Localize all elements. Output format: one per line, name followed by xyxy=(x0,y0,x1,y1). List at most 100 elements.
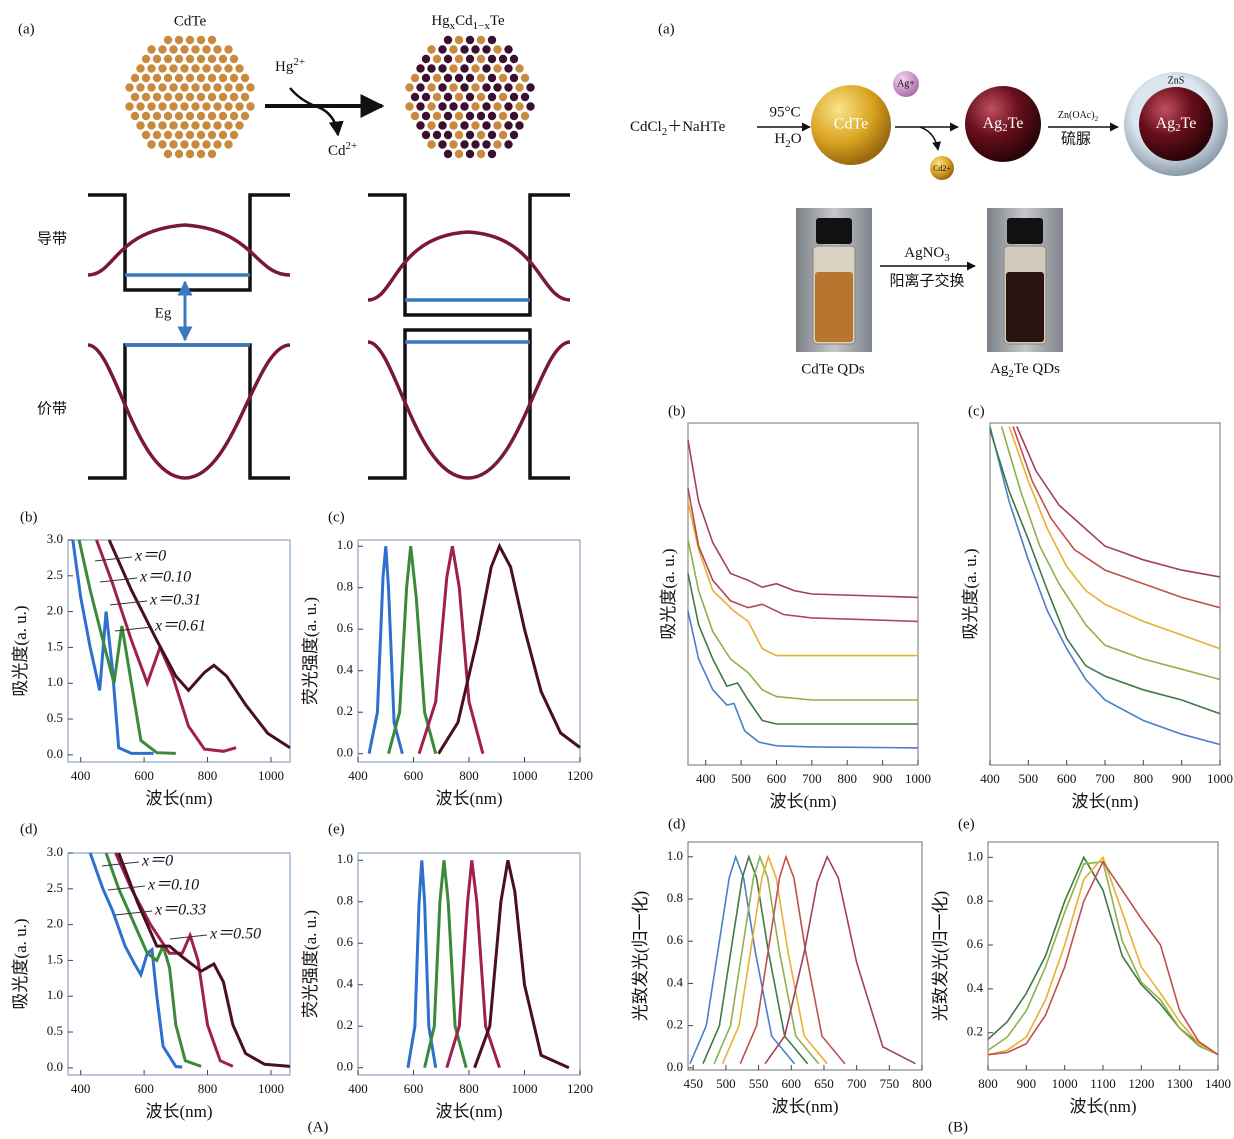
atom xyxy=(432,54,442,64)
x-tick-label: 1200 xyxy=(567,1081,593,1096)
plot-frame xyxy=(687,841,923,1071)
atom xyxy=(471,121,480,130)
atom xyxy=(476,149,486,159)
x-tick-label: 900 xyxy=(873,771,893,786)
atom xyxy=(202,140,211,149)
group-label: (A) xyxy=(308,1119,329,1135)
atom xyxy=(130,73,140,83)
atom xyxy=(125,102,134,111)
y-tick-label: 1.0 xyxy=(967,848,983,863)
ag2te-sphere xyxy=(965,86,1041,162)
atom xyxy=(465,130,475,140)
atom xyxy=(427,45,436,54)
atom xyxy=(454,73,464,83)
lattices xyxy=(125,35,535,159)
valence-band: 价带 xyxy=(37,400,67,417)
atom xyxy=(482,102,491,111)
atom xyxy=(509,54,519,64)
atom xyxy=(487,54,497,64)
atom xyxy=(141,130,151,140)
atom xyxy=(405,83,414,92)
x-tick-label: 1100 xyxy=(1090,1076,1116,1091)
atom xyxy=(460,102,469,111)
atom xyxy=(416,102,425,111)
series-line xyxy=(423,860,468,1069)
atom xyxy=(520,111,530,121)
atom xyxy=(235,64,244,73)
atom xyxy=(460,140,469,149)
atom xyxy=(191,140,200,149)
atom xyxy=(410,111,420,121)
atom xyxy=(449,121,458,130)
vial-photos xyxy=(796,208,1063,352)
atom xyxy=(476,73,486,83)
atom xyxy=(169,45,178,54)
x-tick-label: 600 xyxy=(782,1076,802,1091)
atom xyxy=(229,111,239,121)
atom xyxy=(158,121,167,130)
atom xyxy=(185,73,195,83)
atom xyxy=(482,83,491,92)
atom xyxy=(240,111,250,121)
atom xyxy=(196,73,206,83)
atom xyxy=(482,64,491,73)
series-line xyxy=(1016,426,1221,578)
series-line xyxy=(987,855,1219,1056)
y-tick-label: 1.5 xyxy=(47,951,63,966)
exchange-label: 阳离子交换 xyxy=(889,271,964,289)
atom xyxy=(405,102,414,111)
panel-label: (b) xyxy=(668,403,686,419)
panel-label: (a) xyxy=(18,21,35,37)
atom xyxy=(147,140,156,149)
atom xyxy=(229,73,239,83)
shell-label: ZnS xyxy=(1168,75,1185,86)
series-line xyxy=(687,573,918,725)
atom xyxy=(147,45,156,54)
atom xyxy=(196,92,206,102)
atom xyxy=(526,102,535,111)
atom xyxy=(202,102,211,111)
x-tick-label: 800 xyxy=(837,771,857,786)
atom xyxy=(465,149,475,159)
x-tick-label: 450 xyxy=(683,1076,703,1091)
x-tick-label: 900 xyxy=(1017,1076,1037,1091)
product: HgxCd1−xTe xyxy=(431,13,505,31)
atom xyxy=(438,102,447,111)
annotation: x＝0.10 xyxy=(139,569,191,586)
atom xyxy=(432,130,442,140)
atom xyxy=(482,45,491,54)
photo-caption: CdTe QDs xyxy=(801,361,865,377)
x-tick-label: 1400 xyxy=(1205,1076,1231,1091)
annotation: x＝0.50 xyxy=(209,926,261,943)
panel-label: (c) xyxy=(968,403,985,419)
atom xyxy=(421,92,431,102)
atom xyxy=(427,102,436,111)
panel-label: (e) xyxy=(328,821,345,837)
atom xyxy=(438,83,447,92)
atom xyxy=(180,121,189,130)
x-tick-label: 500 xyxy=(731,771,751,786)
atom xyxy=(454,35,464,45)
y-tick-label: 0.4 xyxy=(337,976,354,991)
atom xyxy=(213,64,222,73)
atom xyxy=(136,121,145,130)
atom xyxy=(427,64,436,73)
series-line xyxy=(406,860,438,1068)
atom xyxy=(427,83,436,92)
atom xyxy=(471,140,480,149)
atom xyxy=(454,130,464,140)
panel-label: (d) xyxy=(668,816,686,832)
annotation: x＝0.31 xyxy=(149,592,201,609)
y-tick-label: 0.6 xyxy=(337,620,354,635)
series-line xyxy=(367,546,404,755)
series-line xyxy=(437,542,581,755)
core-sphere xyxy=(1139,87,1213,161)
atom xyxy=(191,64,200,73)
atom xyxy=(174,54,184,64)
y-tick-label: 0.0 xyxy=(47,746,63,761)
atom xyxy=(207,92,217,102)
atom xyxy=(504,121,513,130)
series-line xyxy=(77,539,176,755)
x-tick-label: 800 xyxy=(459,1081,479,1096)
atom xyxy=(487,149,497,159)
